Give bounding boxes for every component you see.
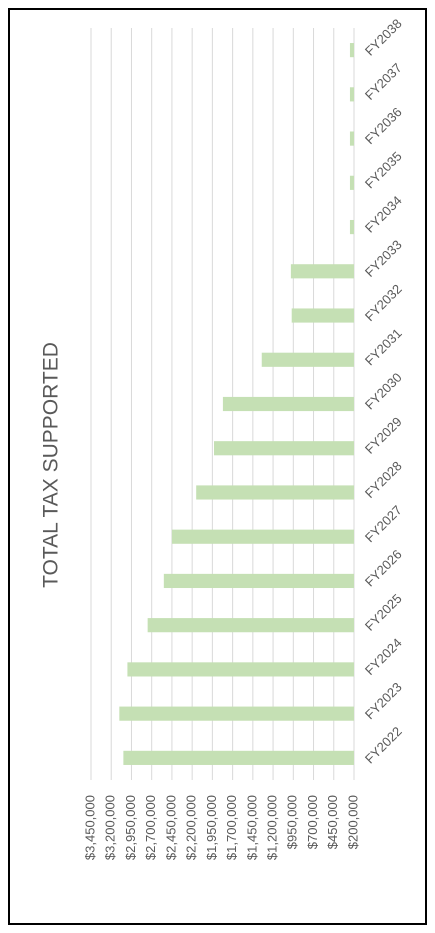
y-tick-label: $1,450,000 — [244, 795, 259, 860]
y-tick-label: $3,450,000 — [82, 795, 97, 860]
bar — [119, 706, 354, 721]
bar — [171, 529, 354, 544]
bar — [290, 264, 355, 279]
y-tick-label: $200,000 — [345, 795, 360, 849]
y-tick-label: $450,000 — [325, 795, 340, 849]
y-tick-label: $2,950,000 — [123, 795, 138, 860]
bar — [349, 131, 355, 146]
y-tick-label: $2,700,000 — [143, 795, 158, 860]
bar — [214, 441, 354, 456]
bar — [123, 750, 354, 765]
bar — [291, 308, 355, 323]
bar — [261, 352, 354, 367]
bar — [196, 485, 354, 500]
bar — [127, 662, 354, 677]
y-tick-label: $1,700,000 — [224, 795, 239, 860]
bar — [349, 43, 355, 58]
y-tick-label: $1,950,000 — [204, 795, 219, 860]
y-tick-label: $950,000 — [285, 795, 300, 849]
chart-title: TOTAL TAX SUPPORTED — [40, 342, 63, 588]
bar — [349, 175, 355, 190]
bar — [222, 396, 354, 412]
y-tick-label: $1,200,000 — [265, 795, 280, 860]
chart-border — [8, 8, 427, 925]
bar — [349, 87, 355, 102]
bar — [349, 219, 355, 235]
y-tick-label: $2,200,000 — [184, 795, 199, 860]
bar — [163, 573, 354, 589]
y-tick-label: $3,200,000 — [103, 795, 118, 860]
y-tick-label: $700,000 — [305, 795, 320, 849]
bar — [147, 618, 354, 633]
y-tick-label: $2,450,000 — [163, 795, 178, 860]
